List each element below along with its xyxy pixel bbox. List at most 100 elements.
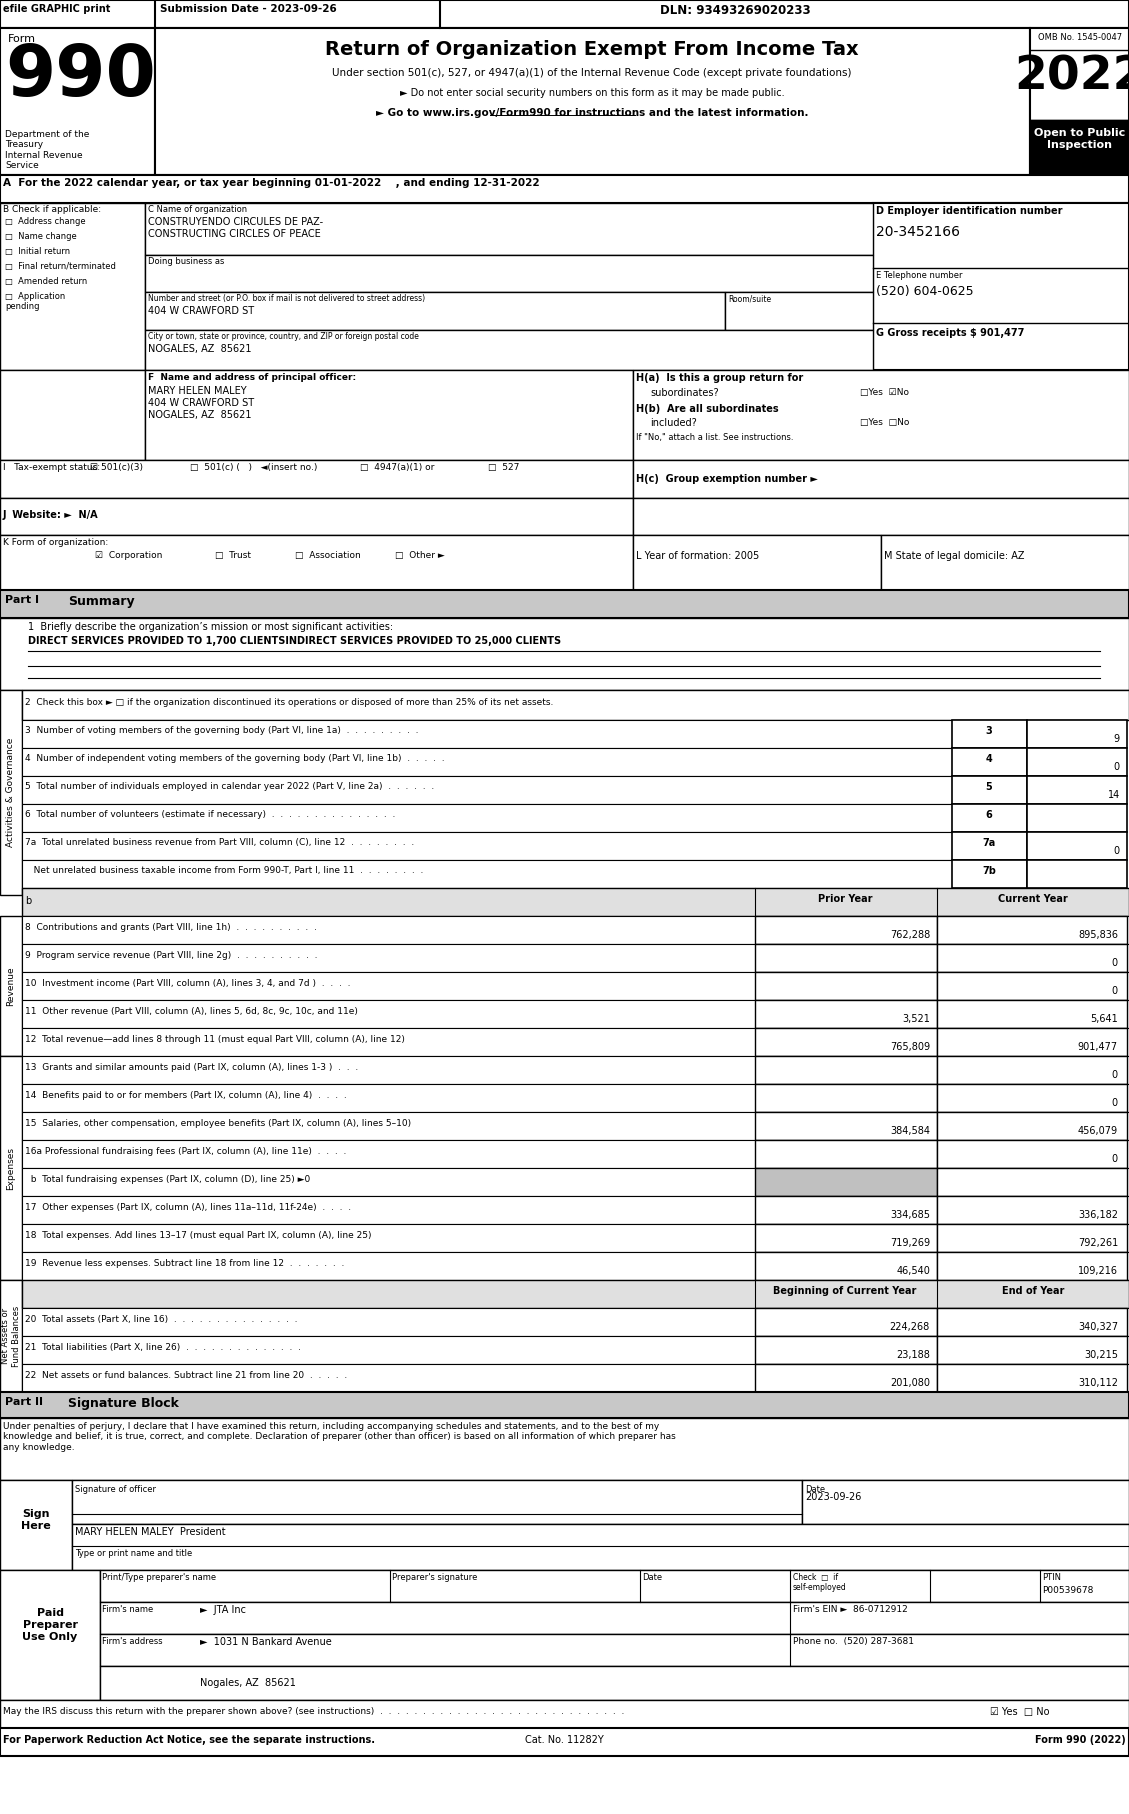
Text: Firm's name: Firm's name xyxy=(102,1605,154,1614)
Text: 0: 0 xyxy=(1112,1097,1118,1108)
Text: I   Tax-exempt status:: I Tax-exempt status: xyxy=(3,463,100,472)
Bar xyxy=(755,943,937,972)
Text: Nogales, AZ  85621: Nogales, AZ 85621 xyxy=(200,1678,296,1689)
Text: Revenue: Revenue xyxy=(7,967,16,1005)
Text: □  Final return/terminated: □ Final return/terminated xyxy=(5,261,116,270)
Text: ►  JTA Inc: ► JTA Inc xyxy=(200,1605,246,1614)
Bar xyxy=(937,1168,1127,1195)
Text: CONSTRUYENDO CIRCULES DE PAZ-: CONSTRUYENDO CIRCULES DE PAZ- xyxy=(148,218,323,227)
Bar xyxy=(881,535,1129,590)
Text: 334,685: 334,685 xyxy=(890,1210,930,1221)
Bar xyxy=(937,1029,1127,1056)
Bar xyxy=(0,590,1129,619)
Bar xyxy=(21,1252,1129,1281)
Bar xyxy=(21,972,1129,1000)
Text: D Employer identification number: D Employer identification number xyxy=(876,207,1062,216)
Text: □  Association: □ Association xyxy=(295,551,361,561)
Text: 0: 0 xyxy=(1112,987,1118,996)
Bar xyxy=(952,776,1027,804)
Text: b: b xyxy=(25,896,32,905)
Text: Signature of officer: Signature of officer xyxy=(75,1486,156,1495)
Bar xyxy=(755,1000,937,1029)
Text: 30,215: 30,215 xyxy=(1084,1350,1118,1360)
Text: Part I: Part I xyxy=(5,595,40,606)
Bar xyxy=(1027,747,1127,776)
Bar xyxy=(0,1729,1129,1756)
Text: 20-3452166: 20-3452166 xyxy=(876,225,960,239)
Text: 21  Total liabilities (Part X, line 26)  .  .  .  .  .  .  .  .  .  .  .  .  .  : 21 Total liabilities (Part X, line 26) .… xyxy=(25,1342,301,1351)
Bar xyxy=(0,499,633,535)
Text: 3,521: 3,521 xyxy=(902,1014,930,1023)
Bar xyxy=(937,1139,1127,1168)
Bar xyxy=(952,860,1027,889)
Bar xyxy=(952,804,1027,833)
Text: 12  Total revenue—add lines 8 through 11 (must equal Part VIII, column (A), line: 12 Total revenue—add lines 8 through 11 … xyxy=(25,1036,405,1045)
Text: Number and street (or P.O. box if mail is not delivered to street address): Number and street (or P.O. box if mail i… xyxy=(148,294,426,303)
Text: Open to Public
Inspection: Open to Public Inspection xyxy=(1034,129,1126,149)
Text: 46,540: 46,540 xyxy=(896,1266,930,1275)
Text: 6  Total number of volunteers (estimate if necessary)  .  .  .  .  .  .  .  .  .: 6 Total number of volunteers (estimate i… xyxy=(25,811,395,818)
Text: Form: Form xyxy=(8,34,36,44)
Text: NOGALES, AZ  85621: NOGALES, AZ 85621 xyxy=(148,410,252,421)
Bar xyxy=(937,972,1127,1000)
Bar xyxy=(21,833,952,860)
Text: Doing business as: Doing business as xyxy=(148,258,225,267)
Bar xyxy=(633,461,1129,499)
Text: Firm's address: Firm's address xyxy=(102,1636,163,1645)
Bar xyxy=(937,1252,1127,1281)
Bar xyxy=(21,747,952,776)
Text: □Yes  □No: □Yes □No xyxy=(860,417,909,426)
Bar xyxy=(873,203,1129,370)
Text: □  Amended return: □ Amended return xyxy=(5,278,87,287)
Text: 201,080: 201,080 xyxy=(890,1379,930,1388)
Bar xyxy=(145,330,873,370)
Bar xyxy=(21,1139,1129,1168)
Bar xyxy=(0,370,145,461)
Text: K Form of organization:: K Form of organization: xyxy=(3,539,108,548)
Text: 340,327: 340,327 xyxy=(1078,1322,1118,1331)
Text: 8  Contributions and grants (Part VIII, line 1h)  .  .  .  .  .  .  .  .  .  .: 8 Contributions and grants (Part VIII, l… xyxy=(25,923,317,932)
Bar xyxy=(21,720,952,747)
Bar xyxy=(0,619,1129,689)
Text: 336,182: 336,182 xyxy=(1078,1210,1118,1221)
Bar xyxy=(755,1335,937,1364)
Text: M State of legal domicile: AZ: M State of legal domicile: AZ xyxy=(884,551,1024,561)
Bar xyxy=(145,256,873,292)
Text: 5: 5 xyxy=(986,782,992,793)
Text: Beginning of Current Year: Beginning of Current Year xyxy=(773,1286,917,1295)
Text: 0: 0 xyxy=(1112,1070,1118,1079)
Bar xyxy=(21,1000,1129,1029)
Text: 4  Number of independent voting members of the governing body (Part VI, line 1b): 4 Number of independent voting members o… xyxy=(25,755,445,764)
Text: 2023-09-26: 2023-09-26 xyxy=(805,1491,861,1502)
Bar xyxy=(1030,27,1129,174)
Text: 9  Program service revenue (Part VIII, line 2g)  .  .  .  .  .  .  .  .  .  .: 9 Program service revenue (Part VIII, li… xyxy=(25,951,317,960)
Text: DLN: 93493269020233: DLN: 93493269020233 xyxy=(660,4,811,16)
Bar xyxy=(21,1195,1129,1224)
Bar xyxy=(755,1364,937,1391)
Text: 15  Salaries, other compensation, employee benefits (Part IX, column (A), lines : 15 Salaries, other compensation, employe… xyxy=(25,1119,411,1128)
Text: P00539678: P00539678 xyxy=(1042,1585,1093,1595)
Bar xyxy=(0,1569,100,1700)
Bar xyxy=(937,916,1127,943)
Text: A  For the 2022 calendar year, or tax year beginning 01-01-2022    , and ending : A For the 2022 calendar year, or tax yea… xyxy=(3,178,540,189)
Text: 4: 4 xyxy=(986,755,992,764)
Bar xyxy=(145,203,873,256)
Bar xyxy=(21,1112,1129,1139)
Text: 19  Revenue less expenses. Subtract line 18 from line 12  .  .  .  .  .  .  .: 19 Revenue less expenses. Subtract line … xyxy=(25,1259,344,1268)
Bar xyxy=(937,1308,1127,1335)
Text: ► Go to www.irs.gov/Form990 for instructions and the latest information.: ► Go to www.irs.gov/Form990 for instruct… xyxy=(376,109,808,118)
Bar xyxy=(755,1195,937,1224)
Bar xyxy=(755,1029,937,1056)
Text: □Yes  ☑No: □Yes ☑No xyxy=(860,388,909,397)
Bar xyxy=(0,174,1129,203)
Text: City or town, state or province, country, and ZIP or foreign postal code: City or town, state or province, country… xyxy=(148,332,419,341)
Bar xyxy=(937,1085,1127,1112)
Bar xyxy=(21,889,1129,916)
Bar xyxy=(21,1335,1129,1364)
Text: 18  Total expenses. Add lines 13–17 (must equal Part IX, column (A), line 25): 18 Total expenses. Add lines 13–17 (must… xyxy=(25,1232,371,1241)
Text: 404 W CRAWFORD ST: 404 W CRAWFORD ST xyxy=(148,307,254,316)
Text: □  Address change: □ Address change xyxy=(5,218,86,227)
Bar xyxy=(633,499,1129,535)
Bar xyxy=(0,1391,1129,1419)
Text: Department of the
Treasury
Internal Revenue
Service: Department of the Treasury Internal Reve… xyxy=(5,131,89,171)
